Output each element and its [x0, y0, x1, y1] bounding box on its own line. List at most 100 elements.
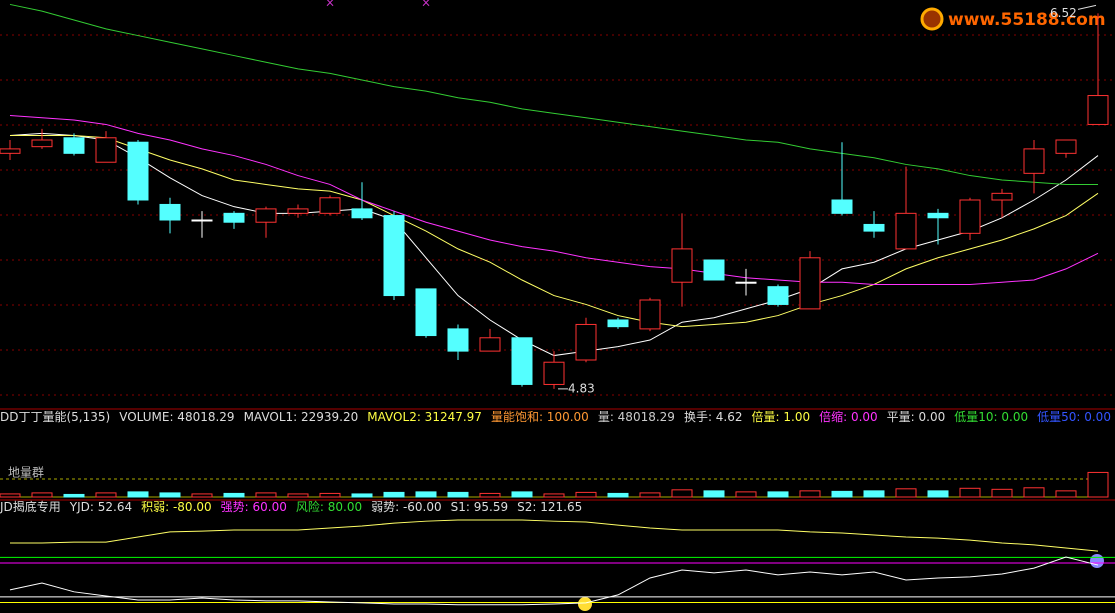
indicator-value: 低量50: 0.00 — [1037, 410, 1111, 424]
indicator-line — [9, 556, 1099, 606]
candle — [479, 328, 501, 352]
volume-bar — [1055, 490, 1077, 498]
indicator-value: VOLUME: 48018.29 — [119, 410, 235, 424]
volume-bar — [159, 492, 181, 498]
candle — [959, 197, 981, 240]
indicator-value: 积弱: -80.00 — [141, 500, 212, 514]
candle — [703, 259, 725, 281]
candle-body — [95, 137, 117, 163]
candle — [543, 351, 565, 389]
volume-bar — [287, 493, 309, 498]
volume-bar — [575, 491, 597, 498]
candle — [831, 142, 853, 216]
candle — [447, 324, 469, 360]
volume-bar — [927, 490, 949, 498]
volume-bar — [543, 493, 565, 498]
indicator-value: 量能饱和: 100.00 — [490, 410, 589, 424]
candle — [1055, 139, 1077, 158]
candle — [991, 188, 1013, 218]
candle-body — [927, 212, 949, 219]
high-arrow — [1077, 4, 1097, 10]
volume-bar — [255, 492, 277, 498]
volume-bar — [191, 493, 213, 498]
candle — [351, 182, 373, 220]
volume-bar — [799, 490, 821, 498]
candle-body — [735, 281, 757, 284]
volume-bar — [31, 492, 53, 498]
volume-bar — [991, 488, 1013, 498]
indicator-value: MAVOL2: 31247.97 — [367, 410, 482, 424]
sad-icon — [1090, 554, 1104, 568]
candle — [255, 206, 277, 238]
candle-body — [863, 223, 885, 232]
candle-body — [607, 319, 629, 328]
indicator-line — [9, 115, 1099, 285]
volume-bar — [1087, 471, 1109, 498]
candle — [319, 195, 341, 216]
candle — [511, 337, 533, 387]
indicator-value: S2: 121.65 — [517, 500, 583, 514]
candle — [639, 297, 661, 332]
candle — [1087, 13, 1109, 125]
logo-icon — [920, 7, 944, 31]
candle — [735, 268, 757, 296]
volume-bar — [959, 487, 981, 498]
candle-body — [319, 197, 341, 214]
candle-body — [1023, 148, 1045, 174]
volume-bar — [383, 491, 405, 498]
candle-body — [671, 248, 693, 283]
volume-bar — [831, 490, 853, 498]
volume-bar — [735, 491, 757, 498]
candle-body — [159, 203, 181, 221]
candle — [223, 211, 245, 229]
candle-body — [127, 141, 149, 201]
candle-body — [575, 323, 597, 361]
candle-body — [0, 148, 21, 154]
volume-bar — [479, 492, 501, 498]
volume-bar — [319, 492, 341, 498]
volume-bar — [703, 490, 725, 498]
candle-body — [223, 212, 245, 223]
volume-bar — [1023, 487, 1045, 498]
volume-bar — [511, 491, 533, 498]
high-label: 6.52 — [1050, 6, 1077, 20]
panel-title: 地量群 — [8, 466, 44, 480]
candle-body — [895, 212, 917, 250]
volume-bar — [607, 492, 629, 498]
indicator-value: 换手: 4.62 — [683, 410, 743, 424]
candle — [895, 166, 917, 250]
candle-body — [639, 299, 661, 330]
candle-body — [543, 361, 565, 385]
candle-body — [767, 286, 789, 305]
candle-body — [31, 139, 53, 148]
candle-body — [799, 257, 821, 310]
marker: × — [325, 0, 335, 10]
candle-body — [447, 328, 469, 352]
low-label: 4.83 — [568, 381, 595, 395]
volume-bar — [127, 491, 149, 498]
candle-body — [479, 337, 501, 352]
candle-body — [351, 208, 373, 219]
candle — [607, 317, 629, 329]
candle — [31, 128, 53, 149]
marker: × — [421, 0, 431, 10]
volume-bar — [223, 492, 245, 498]
candle-body — [63, 137, 85, 154]
candle — [63, 133, 85, 156]
volume-bar — [671, 489, 693, 498]
candle — [1023, 140, 1045, 194]
candle-body — [959, 199, 981, 234]
candle — [767, 284, 789, 307]
candle — [383, 211, 405, 300]
candle — [127, 140, 149, 205]
volume-bar — [447, 491, 469, 498]
indicator-line — [9, 3, 1098, 185]
indicator-value: S1: 95.59 — [450, 500, 509, 514]
indicator-value: MAVOL1: 22939.20 — [243, 410, 359, 424]
candle-body — [383, 215, 405, 297]
candle-body — [703, 259, 725, 281]
smiley-icon — [578, 597, 592, 611]
volume-bar — [95, 492, 117, 498]
